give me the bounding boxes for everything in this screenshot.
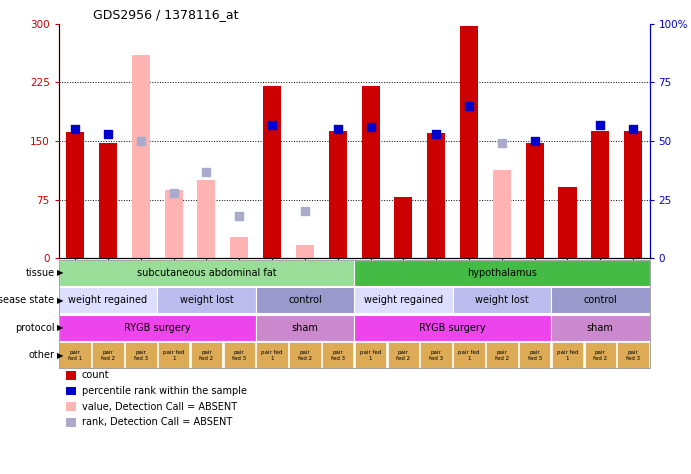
Text: protocol: protocol <box>15 323 55 333</box>
Bar <box>361 86 379 258</box>
Bar <box>526 143 544 258</box>
Text: pair
fed 1: pair fed 1 <box>68 350 82 361</box>
Text: other: other <box>28 350 55 360</box>
Text: sham: sham <box>292 323 319 333</box>
Text: pair
fed 3: pair fed 3 <box>528 350 542 361</box>
Bar <box>164 190 182 258</box>
Point <box>201 168 212 175</box>
Text: pair
fed 3: pair fed 3 <box>429 350 443 361</box>
Text: ▶: ▶ <box>57 351 63 360</box>
Text: pair fed
1: pair fed 1 <box>163 350 184 361</box>
Text: pair
fed 2: pair fed 2 <box>495 350 509 361</box>
Text: disease state: disease state <box>0 295 55 305</box>
Point <box>70 126 81 133</box>
Point <box>595 121 606 128</box>
Text: RYGB surgery: RYGB surgery <box>419 323 486 333</box>
Bar <box>230 237 248 258</box>
Text: percentile rank within the sample: percentile rank within the sample <box>82 386 247 396</box>
Text: rank, Detection Call = ABSENT: rank, Detection Call = ABSENT <box>82 417 231 428</box>
Text: pair
fed 3: pair fed 3 <box>232 350 246 361</box>
Bar <box>493 170 511 258</box>
Text: weight lost: weight lost <box>475 295 529 305</box>
Point <box>135 137 146 145</box>
Text: pair fed
1: pair fed 1 <box>261 350 283 361</box>
Text: GDS2956 / 1378116_at: GDS2956 / 1378116_at <box>93 9 239 21</box>
Point <box>102 130 113 138</box>
Text: weight lost: weight lost <box>180 295 234 305</box>
Text: pair
fed 3: pair fed 3 <box>331 350 345 361</box>
Point <box>365 123 376 131</box>
Bar <box>198 180 216 258</box>
Bar <box>427 133 445 258</box>
Text: pair
fed 2: pair fed 2 <box>200 350 214 361</box>
Text: control: control <box>288 295 322 305</box>
Point <box>430 130 442 138</box>
Text: ▶: ▶ <box>57 296 63 305</box>
Bar <box>395 197 413 258</box>
Bar <box>132 55 150 258</box>
Point <box>627 126 638 133</box>
Point <box>299 208 310 215</box>
Bar <box>591 131 609 258</box>
Point <box>529 137 540 145</box>
Text: sham: sham <box>587 323 614 333</box>
Text: ▶: ▶ <box>57 323 63 332</box>
Text: pair fed
1: pair fed 1 <box>557 350 578 361</box>
Point <box>464 102 475 109</box>
Point <box>496 139 507 147</box>
Point <box>168 189 179 196</box>
Bar <box>558 187 576 258</box>
Bar <box>263 86 281 258</box>
Bar <box>329 131 347 258</box>
Text: value, Detection Call = ABSENT: value, Detection Call = ABSENT <box>82 401 236 412</box>
Text: count: count <box>82 370 109 381</box>
Text: control: control <box>583 295 617 305</box>
Text: hypothalamus: hypothalamus <box>467 268 537 278</box>
Text: pair
fed 3: pair fed 3 <box>134 350 148 361</box>
Text: tissue: tissue <box>26 268 55 278</box>
Text: pair
fed 2: pair fed 2 <box>594 350 607 361</box>
Bar <box>624 131 642 258</box>
Point <box>267 121 278 128</box>
Text: weight regained: weight regained <box>68 295 148 305</box>
Text: ▶: ▶ <box>57 268 63 277</box>
Point <box>234 212 245 220</box>
Text: subcutaneous abdominal fat: subcutaneous abdominal fat <box>137 268 276 278</box>
Text: pair
fed 2: pair fed 2 <box>101 350 115 361</box>
Text: pair
fed 3: pair fed 3 <box>626 350 640 361</box>
Bar <box>66 132 84 258</box>
Text: pair fed
1: pair fed 1 <box>360 350 381 361</box>
Text: weight regained: weight regained <box>363 295 443 305</box>
Text: pair fed
1: pair fed 1 <box>458 350 480 361</box>
Text: RYGB surgery: RYGB surgery <box>124 323 191 333</box>
Text: pair
fed 2: pair fed 2 <box>298 350 312 361</box>
Bar <box>99 143 117 258</box>
Bar <box>296 245 314 258</box>
Point <box>332 126 343 133</box>
Text: pair
fed 2: pair fed 2 <box>397 350 410 361</box>
Bar <box>460 26 478 258</box>
